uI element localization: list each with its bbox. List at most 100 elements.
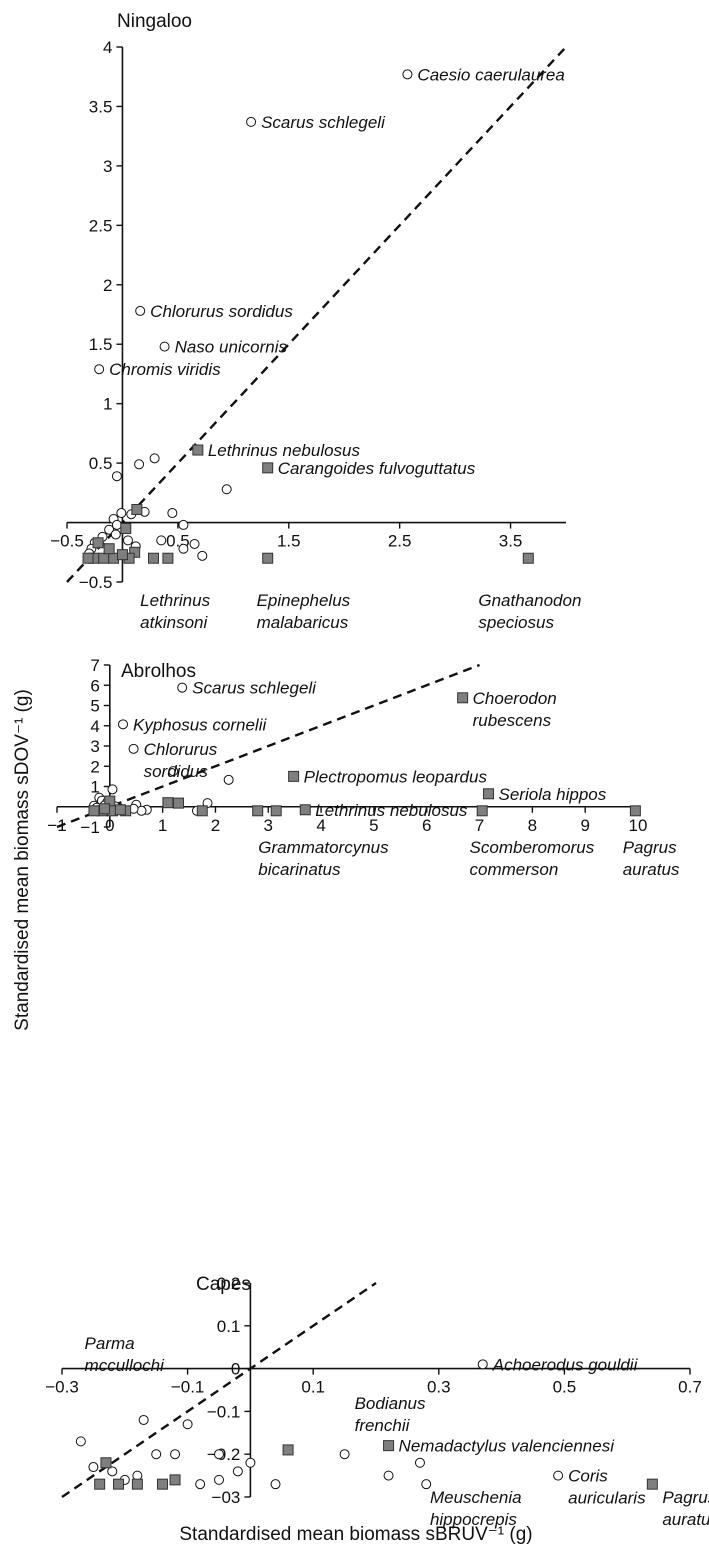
x-tick-label: 0.1 [301,1378,325,1397]
species-label: Meuschenia hippocrepis [430,1488,522,1529]
y-tick-label: −1 [80,818,99,837]
square-point [147,552,159,564]
panel-title: Abrolhos [121,661,196,682]
square-point [483,788,495,800]
species-label: Scomberomorus commerson [470,838,595,879]
species-label: Chromis viridis [109,360,221,379]
circle-point [168,766,179,777]
circle-point [477,1359,488,1370]
square-point [129,546,141,558]
circle-point [159,341,170,352]
species-label: Chlorurus sordidus [150,302,293,321]
panels: Ningaloo −0.5 0.5 1.5 2.5 3.5 −0.5 0.5 1 1.5 2 2.5 3… [45,11,709,1529]
x-tick-label: 0.7 [678,1378,702,1397]
square-point [270,805,282,817]
circle-point [110,529,121,540]
species-label: Caesio caerulaurea [417,65,564,84]
square-point [299,804,311,816]
x-tick-label: 4 [316,816,325,835]
circle-point [189,538,200,549]
x-tick-label: 6 [422,816,431,835]
square-point [82,552,94,564]
circle-point [128,743,139,754]
species-label: Lethrinus nebulosus [208,441,361,460]
y-tick-label: −0.1 [207,1402,241,1421]
x-tick-label: 2 [211,816,220,835]
square-point [88,805,100,817]
y-tick-label: 7 [90,656,99,675]
square-point [629,805,641,817]
square-point [192,444,204,456]
circle-point [245,1457,256,1468]
y-tick-label: 2 [103,276,112,295]
square-point [162,797,174,809]
circle-point [116,508,127,519]
square-point [99,803,111,815]
x-tick-label: 0.5 [553,1378,577,1397]
y-tick-label: 3 [103,157,112,176]
circle-point [134,459,145,470]
x-tick-label: 7 [475,816,484,835]
circle-point [232,1466,243,1477]
square-point [131,503,143,515]
square-point [262,552,274,564]
circle-point [111,471,122,482]
circle-point [107,1466,118,1477]
circle-point [214,1474,224,1485]
species-label: Scarus schlegeli [261,113,386,132]
species-label: Gnathanodon speciosus [478,591,581,632]
x-tick-label: 2.5 [388,532,412,551]
square-point [262,462,274,474]
species-label: Achoerodus gouldii [492,1355,639,1374]
one-to-one-line [61,1282,377,1498]
circle-point [223,774,234,785]
y-tick-label: −0.5 [79,573,113,592]
x-tick-label: 8 [528,816,537,835]
x-tick-label: 1 [158,816,167,835]
circle-point [246,116,257,127]
y-tick-label: 4 [103,38,112,57]
y-tick-label: 2.5 [89,216,113,235]
panel-ningaloo: Ningaloo−0.5 0.5 1.5 2.5 3.5−0.50.511.522.53… [50,11,581,632]
circle-point [75,1436,86,1447]
circle-point [149,453,160,464]
circle-point [177,682,188,693]
species-label: Naso unicornis [175,338,288,357]
y-axis-label: Standardised mean biomass sDOV⁻¹ (g) [12,689,33,1031]
species-label: Choerodon rubescens [473,689,557,730]
circle-point [421,1479,432,1490]
one-to-one-line [56,663,480,829]
circle-point [383,1470,394,1481]
y-tick-label: 0.2 [217,1274,241,1293]
circle-point [118,719,129,730]
x-tick-label: −0.5 [50,532,84,551]
square-point [172,797,184,809]
species-label: Kyphosus cornelii [133,715,267,734]
y-tick-label: 3 [90,737,99,756]
square-point [476,805,488,817]
x-tick-label: 9 [580,816,589,835]
species-label: Coris auricularis [568,1467,646,1508]
square-point [103,543,115,555]
circle-point [104,524,115,535]
square-point [169,1474,181,1486]
circle-point [135,305,146,316]
square-point [114,804,126,816]
square-point [252,805,264,817]
one-to-one-line [66,46,567,583]
species-label: Grammatorcynus bicarinatus [258,838,389,879]
species-label: Plectropomus leopardus [304,767,488,786]
circle-point [107,784,118,795]
species-label: Epinephelus malabaricus [257,591,351,632]
circle-point [151,1449,162,1460]
circle-point [156,535,167,546]
square-point [383,1440,395,1452]
x-axis-label: Standardised mean biomass sBRUV⁻¹ (g) [179,1524,532,1545]
square-point [113,1478,125,1490]
circle-point [339,1449,350,1460]
panel-capes: Capes−0.3−0.10.10.30.50.7−03−0.2−0.100.1… [45,1274,709,1529]
